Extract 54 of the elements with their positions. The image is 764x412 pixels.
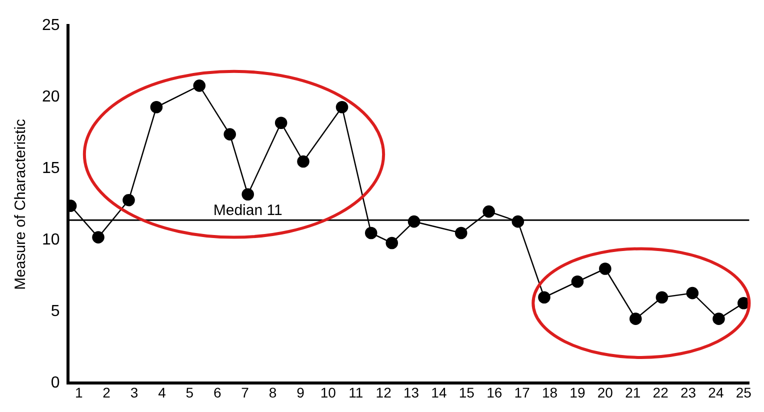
x-tick-label: 10 xyxy=(320,384,336,400)
x-tick-label: 16 xyxy=(486,384,502,400)
point xyxy=(224,128,236,140)
point xyxy=(629,312,642,325)
x-tick-label: 12 xyxy=(376,384,392,400)
point xyxy=(538,291,550,304)
point xyxy=(242,188,254,201)
point xyxy=(454,226,468,240)
x-tick-label: 4 xyxy=(158,384,166,400)
point xyxy=(297,155,310,168)
x-tick-label: 2 xyxy=(102,384,111,400)
point xyxy=(386,236,398,250)
x-tick-label: 9 xyxy=(296,384,305,400)
x-tick-label: 14 xyxy=(431,384,447,400)
x-tick-label: 1 xyxy=(74,384,83,400)
point xyxy=(193,80,206,92)
point xyxy=(482,205,495,218)
x-tick-label: 6 xyxy=(213,384,222,400)
point xyxy=(738,296,750,310)
point xyxy=(571,275,584,288)
point xyxy=(712,312,725,325)
x-tick-label: 24 xyxy=(708,384,724,400)
x-tick-label: 23 xyxy=(680,384,696,400)
point xyxy=(150,100,163,114)
x-tick-label: 21 xyxy=(625,384,641,400)
point xyxy=(122,194,135,206)
y-tick-label: 10 xyxy=(42,232,60,249)
x-tick-label: 18 xyxy=(542,384,558,400)
x-tick-label: 22 xyxy=(652,384,669,400)
x-tick-label: 11 xyxy=(348,384,364,400)
y-tick-label: 25 xyxy=(42,17,60,34)
point xyxy=(274,116,288,130)
x-tick-label: 3 xyxy=(130,384,138,400)
x-tick-label: 13 xyxy=(403,384,420,400)
x-tick-label: 5 xyxy=(186,384,194,400)
point xyxy=(364,226,378,240)
x-tick-label: 7 xyxy=(241,384,250,400)
y-tick-label: 15 xyxy=(42,160,60,178)
y-axis-title: Measure of Characteristic xyxy=(12,118,30,290)
point xyxy=(656,291,668,304)
x-tick-label: 17 xyxy=(514,384,530,400)
x-tick-label: 25 xyxy=(736,384,752,400)
point xyxy=(599,262,612,275)
x-tick-label: 8 xyxy=(268,384,277,400)
x-tick-label: 20 xyxy=(597,384,614,400)
point xyxy=(92,231,104,244)
y-tick-label: 5 xyxy=(50,303,60,320)
point xyxy=(686,286,699,300)
x-tick-label: 19 xyxy=(570,384,586,400)
point xyxy=(336,100,348,114)
y-tick-label: 0 xyxy=(50,374,60,392)
ref-line-label: Median 11 xyxy=(213,202,282,219)
x-tick-label: 15 xyxy=(458,384,475,400)
y-tick-label: 20 xyxy=(42,88,60,106)
